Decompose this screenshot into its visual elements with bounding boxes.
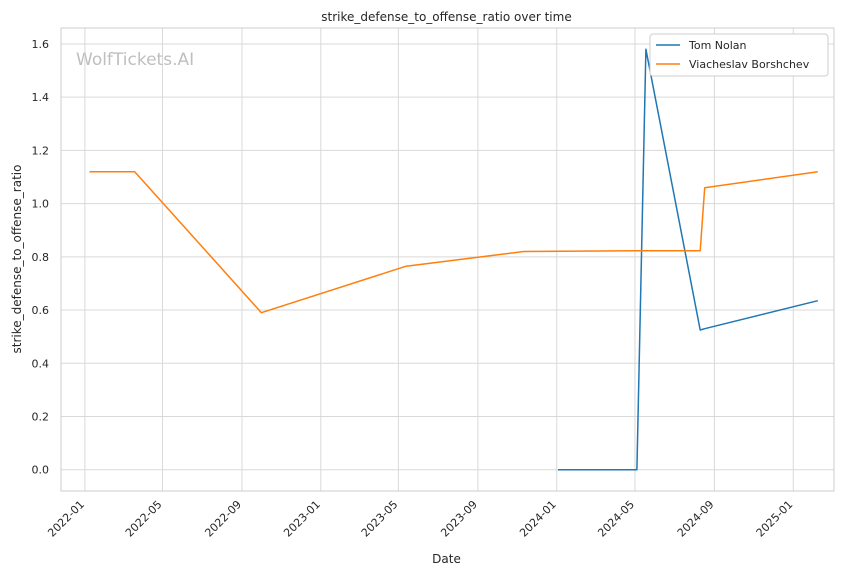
x-tick-label: 2025-01	[754, 498, 796, 540]
x-tick-label: 2022-09	[202, 498, 244, 540]
legend-label-tom-nolan: Tom Nolan	[688, 39, 747, 52]
y-tick-label: 1.0	[32, 198, 50, 211]
y-axis-ticks: 0.0 0.2 0.4 0.6 0.8 1.0 1.2 1.4 1.6	[32, 38, 50, 477]
plot-area	[60, 27, 835, 492]
y-tick-label: 0.6	[32, 304, 50, 317]
x-tick-label: 2023-01	[281, 498, 323, 540]
y-tick-label: 0.8	[32, 251, 50, 264]
series	[89, 48, 818, 471]
y-tick-label: 0.2	[32, 410, 50, 423]
y-tick-label: 1.4	[32, 91, 50, 104]
x-axis-label: Date	[432, 552, 461, 566]
x-tick-label: 2023-09	[438, 498, 480, 540]
legend-box	[649, 33, 829, 77]
x-tick-label: 2023-05	[359, 498, 401, 540]
x-tick-label: 2024-09	[675, 498, 717, 540]
legend-label-viacheslav-borshchev: Viacheslav Borshchev	[689, 58, 810, 71]
grid	[61, 28, 834, 491]
series-line-tom-nolan	[558, 48, 818, 471]
x-tick-label: 2024-05	[595, 498, 637, 540]
y-tick-label: 1.6	[32, 38, 50, 51]
x-tick-label: 2022-01	[45, 498, 87, 540]
x-axis-ticks: 2022-01 2022-05 2022-09 2023-01 2023-05 2023-…	[45, 498, 795, 540]
chart-title: strike_defense_to_offense_ratio over tim…	[321, 10, 571, 24]
y-tick-label: 0.0	[32, 464, 50, 477]
y-tick-label: 1.2	[32, 144, 50, 157]
x-tick-label: 2024-01	[517, 498, 559, 540]
watermark: WolfTickets.AI	[76, 50, 194, 70]
x-tick-label: 2022-05	[123, 498, 165, 540]
y-tick-label: 0.4	[32, 357, 50, 370]
legend: Tom Nolan Viacheslav Borshchev	[649, 33, 829, 77]
y-axis-label: strike_defense_to_offense_ratio	[10, 165, 24, 354]
series-line-viacheslav-borshchev	[89, 170, 818, 314]
